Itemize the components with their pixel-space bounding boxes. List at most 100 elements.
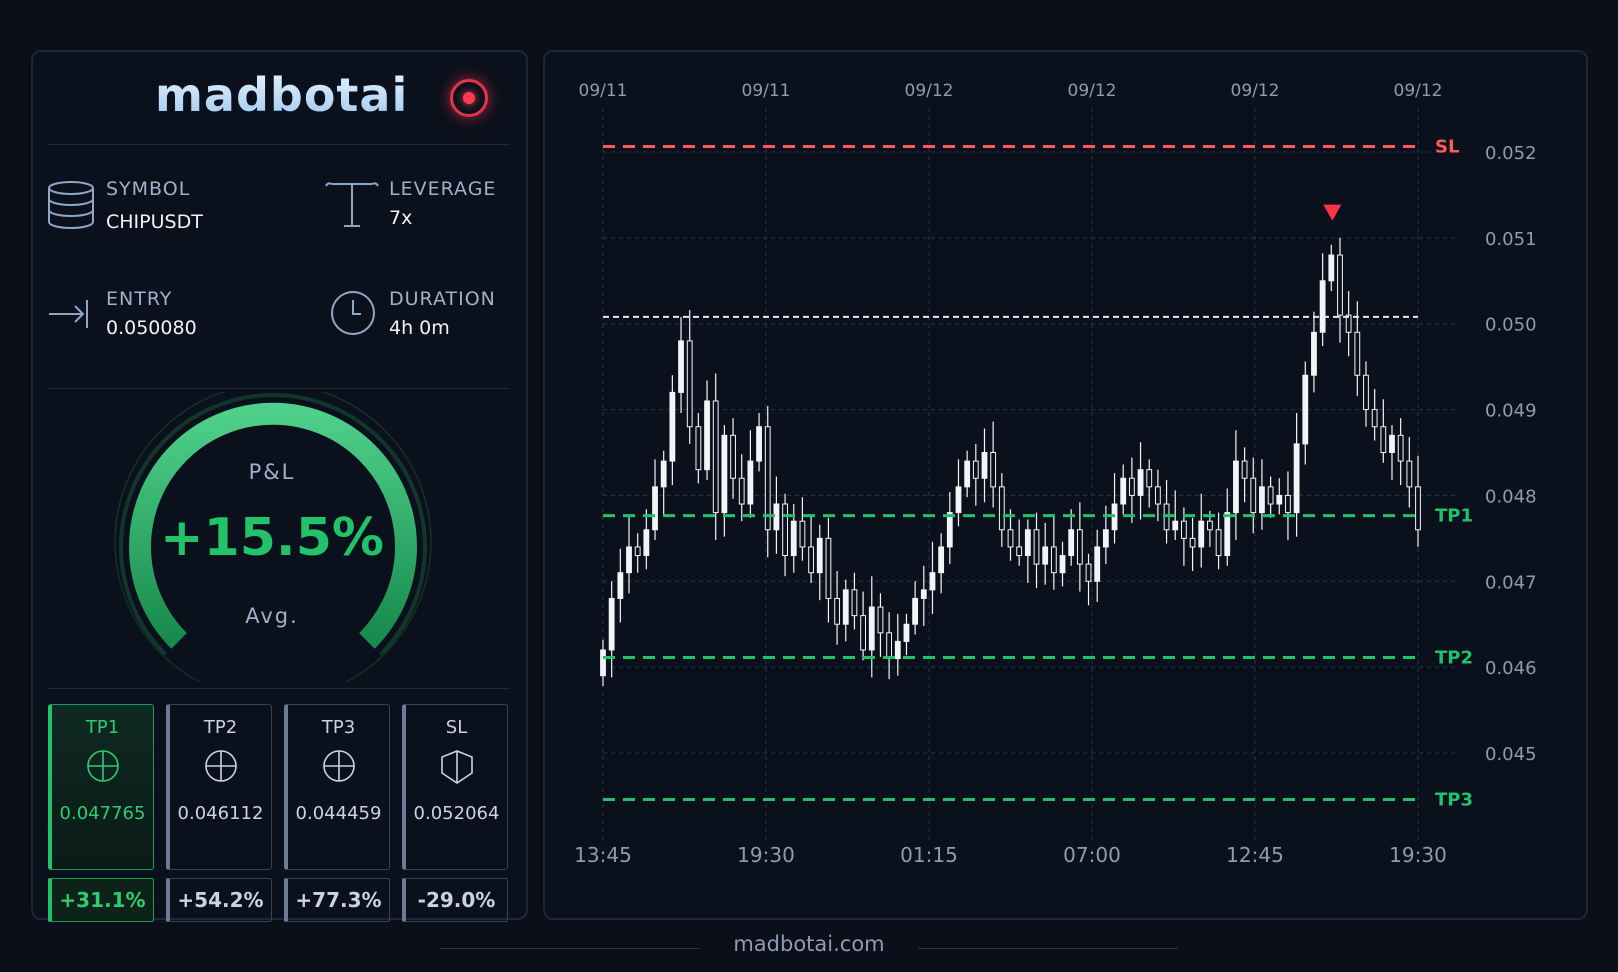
- candle-body: [1128, 477, 1135, 496]
- target-card-tp2[interactable]: TP2 0.046112: [166, 704, 272, 870]
- candle-body: [1397, 434, 1404, 462]
- candle-body: [608, 597, 615, 651]
- candle-body: [704, 400, 710, 471]
- record-indicator-icon: [450, 79, 488, 117]
- target-price: 0.047765: [59, 803, 146, 824]
- candle-body: [998, 486, 1005, 531]
- target-card-tp1[interactable]: TP1 0.047765: [48, 704, 154, 870]
- candle-body: [1059, 555, 1066, 574]
- candle-body: [1233, 460, 1239, 514]
- level-label: TP2: [1435, 648, 1473, 669]
- target-pnl-tp3: +77.3%: [284, 878, 390, 922]
- candle-body: [868, 606, 875, 651]
- divider: [48, 688, 510, 689]
- target-pnl-tp1: +31.1%: [48, 878, 154, 922]
- candle-body: [964, 460, 971, 488]
- candle-body: [600, 649, 606, 677]
- target-price: 0.046112: [177, 803, 264, 824]
- footer-site: madbotai.com: [733, 932, 885, 956]
- candle-body: [643, 529, 650, 557]
- candle-body: [1120, 477, 1127, 505]
- candle-body: [808, 546, 814, 574]
- price-tick-label: 0.049: [1485, 401, 1537, 422]
- candle-body: [1224, 512, 1231, 557]
- target-pnl-tp2: +54.2%: [166, 878, 272, 922]
- candle-body: [695, 426, 702, 471]
- candle-body: [912, 597, 919, 625]
- price-tick-label: 0.046: [1485, 658, 1537, 679]
- candle-body: [1137, 469, 1144, 496]
- target-name: TP3: [321, 717, 356, 738]
- target-price: 0.052064: [413, 803, 500, 824]
- symbol-label: SYMBOL: [106, 178, 191, 200]
- candlestick-chart[interactable]: 09/11 13:45 09/11 19:30 09/12 01:15 09/12 07:00…: [545, 52, 1586, 918]
- candle-body: [1094, 546, 1101, 582]
- candle-body: [1415, 486, 1421, 531]
- candle-body: [1259, 486, 1265, 514]
- database-icon: [48, 181, 94, 229]
- candle-body: [825, 537, 832, 599]
- footer-divider: [918, 948, 1178, 949]
- candle-body: [712, 400, 719, 514]
- candle-body: [799, 520, 806, 548]
- candle-body: [1033, 529, 1040, 565]
- target-pnl-sl: -29.0%: [402, 878, 508, 922]
- time-tick-label: 01:15: [900, 843, 958, 867]
- candle-body: [1189, 537, 1196, 548]
- candle-body: [1354, 331, 1361, 376]
- arrow-to-line-icon: [49, 300, 88, 328]
- level-label: TP1: [1435, 506, 1473, 527]
- candle-body: [738, 477, 745, 505]
- candle-body: [903, 623, 910, 642]
- candle-body: [860, 615, 867, 651]
- candle-body: [1250, 477, 1257, 514]
- entry-label: ENTRY: [106, 288, 173, 310]
- divider: [48, 144, 510, 145]
- candle-body: [1102, 529, 1109, 548]
- gauge-title: P&L: [248, 460, 296, 484]
- candle-body: [1007, 529, 1014, 548]
- price-tick-label: 0.048: [1485, 486, 1537, 507]
- candle-body: [1016, 546, 1023, 557]
- candle-body: [756, 426, 762, 462]
- candle-body: [929, 572, 936, 591]
- gauge-sublabel: Avg.: [245, 604, 299, 628]
- candle-body: [1042, 546, 1049, 565]
- candle-body: [1207, 520, 1213, 531]
- candle-body: [1076, 529, 1083, 565]
- level-label: TP3: [1435, 789, 1473, 810]
- candle-body: [1276, 494, 1283, 505]
- candle-body: [652, 486, 658, 531]
- candle-body: [1328, 254, 1335, 282]
- candle-body: [730, 434, 736, 479]
- candle-body: [1337, 254, 1343, 316]
- candle-body: [834, 597, 840, 625]
- time-tick-label: 07:00: [1063, 843, 1121, 867]
- price-tick-label: 0.052: [1485, 143, 1537, 164]
- candle-body: [721, 434, 728, 514]
- date-tick-label: 09/11: [579, 81, 628, 101]
- price-chart-panel[interactable]: 09/11 13:45 09/11 19:30 09/12 01:15 09/12 07:00…: [543, 50, 1588, 920]
- candle-body: [1085, 563, 1092, 582]
- date-tick-label: 09/12: [905, 81, 954, 101]
- candle-body: [1172, 520, 1179, 531]
- candle-body: [790, 520, 797, 557]
- pnl-value: +15.5%: [160, 508, 384, 568]
- candle-body: [669, 391, 676, 462]
- candle-body: [1267, 486, 1274, 505]
- candle-body: [877, 606, 884, 634]
- candle-body: [1146, 469, 1153, 488]
- crosshair-icon: [204, 750, 237, 782]
- candle-body: [686, 340, 693, 428]
- date-tick-label: 09/12: [1394, 81, 1443, 101]
- target-card-sl[interactable]: SL 0.052064: [402, 704, 508, 870]
- target-name: TP2: [203, 717, 238, 738]
- target-name: TP1: [85, 717, 120, 738]
- price-tick-label: 0.047: [1485, 572, 1537, 593]
- candle-body: [1068, 529, 1075, 557]
- target-card-tp3[interactable]: TP3 0.044459: [284, 704, 390, 870]
- candle-body: [1198, 520, 1205, 548]
- target-name: SL: [445, 717, 468, 738]
- candle-body: [894, 640, 901, 660]
- crosshair-icon: [322, 750, 355, 782]
